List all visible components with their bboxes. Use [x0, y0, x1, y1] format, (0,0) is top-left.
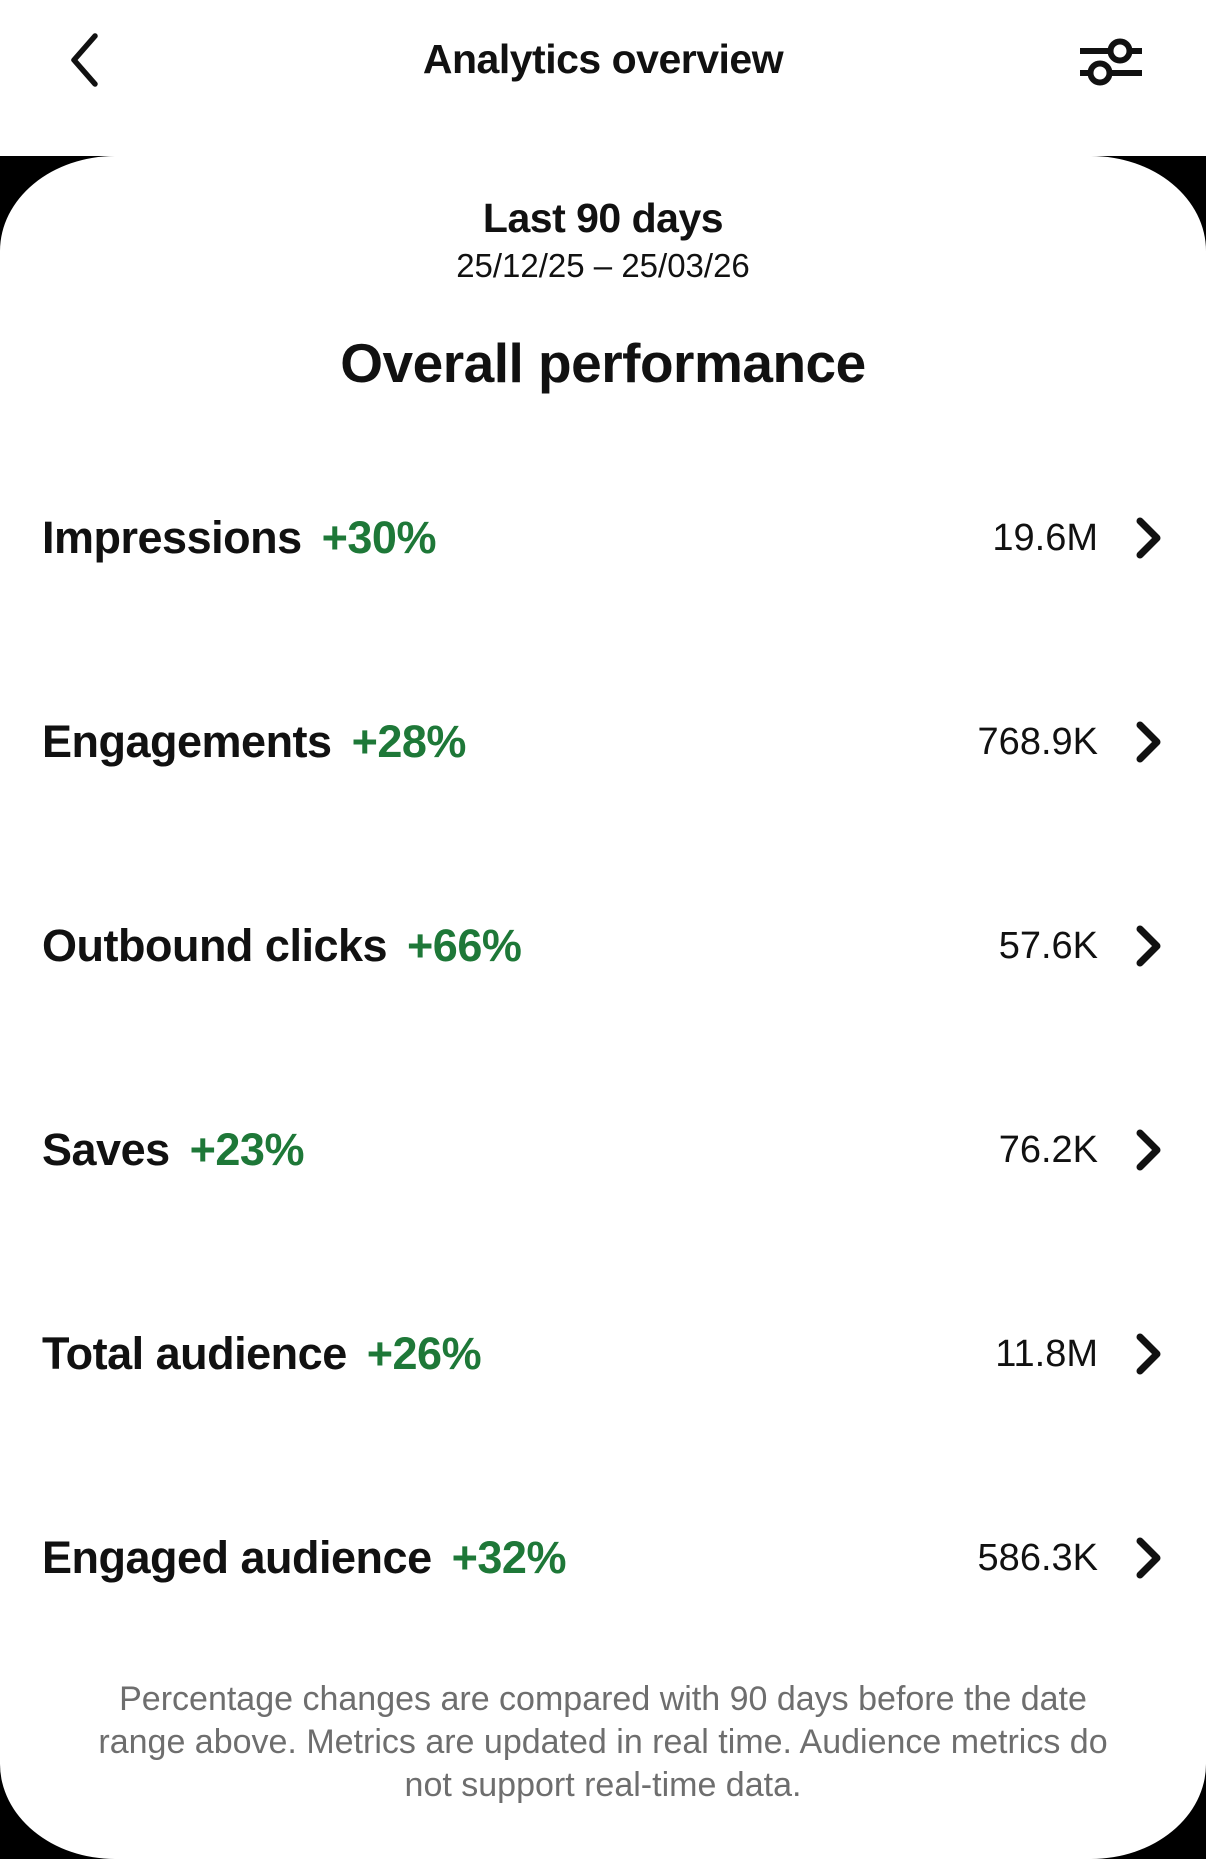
- metric-row-outbound-clicks[interactable]: Outbound clicks +66% 57.6K: [0, 844, 1206, 1048]
- metric-change: +23%: [189, 1124, 305, 1175]
- metric-label: Impressions: [42, 512, 302, 563]
- page-title: Analytics overview: [422, 35, 784, 82]
- filter-button[interactable]: [1076, 30, 1146, 94]
- metric-change: +30%: [321, 512, 437, 563]
- metric-value: 586.3K: [977, 1536, 1098, 1579]
- metric-value: 768.9K: [977, 720, 1098, 763]
- chevron-right-icon: [1136, 517, 1162, 559]
- metric-label: Engaged audience: [42, 1532, 432, 1583]
- metric-change: +32%: [451, 1532, 567, 1583]
- metric-row-saves[interactable]: Saves +23% 76.2K: [0, 1048, 1206, 1252]
- date-range-label: Last 90 days: [482, 195, 724, 241]
- metric-change: +26%: [366, 1328, 482, 1379]
- sliders-icon: [1079, 37, 1143, 87]
- metric-row-impressions[interactable]: Impressions +30% 19.6M: [0, 436, 1206, 640]
- back-button[interactable]: [52, 28, 116, 92]
- chevron-right-icon: [1136, 1333, 1162, 1375]
- chevron-right-icon: [1136, 925, 1162, 967]
- metric-list: Impressions +30% 19.6M Engag: [0, 436, 1206, 1660]
- metric-value: 76.2K: [998, 1128, 1098, 1171]
- metric-label: Engagements: [42, 716, 332, 767]
- metric-value: 57.6K: [998, 924, 1098, 967]
- metric-change: +66%: [407, 920, 522, 971]
- metric-change: +28%: [351, 716, 467, 767]
- metric-label: Total audience: [42, 1328, 347, 1379]
- metric-value: 19.6M: [992, 516, 1098, 559]
- footnote: Percentage changes are compared with 90 …: [98, 1680, 1108, 1804]
- card-backdrop: Last 90 days 25/12/25 – 25/03/26 Overall…: [0, 156, 1206, 1859]
- header: Analytics overview: [0, 0, 1206, 156]
- metric-label: Outbound clicks: [42, 920, 388, 971]
- metric-value: 11.8M: [995, 1332, 1098, 1375]
- metric-label: Saves: [42, 1124, 170, 1175]
- metric-row-engaged-audience[interactable]: Engaged audience +32% 586.3K: [0, 1456, 1206, 1660]
- chevron-left-icon: [67, 32, 101, 88]
- metric-row-engagements[interactable]: Engagements +28% 768.9K: [0, 640, 1206, 844]
- date-range-dates: 25/12/25 – 25/03/26: [456, 247, 750, 284]
- chevron-right-icon: [1136, 721, 1162, 763]
- chevron-right-icon: [1136, 1129, 1162, 1171]
- metric-row-total-audience[interactable]: Total audience +26% 11.8M: [0, 1252, 1206, 1456]
- analytics-card: Last 90 days 25/12/25 – 25/03/26 Overall…: [0, 156, 1206, 1859]
- section-title: Overall performance: [340, 332, 866, 394]
- chevron-right-icon: [1136, 1537, 1162, 1579]
